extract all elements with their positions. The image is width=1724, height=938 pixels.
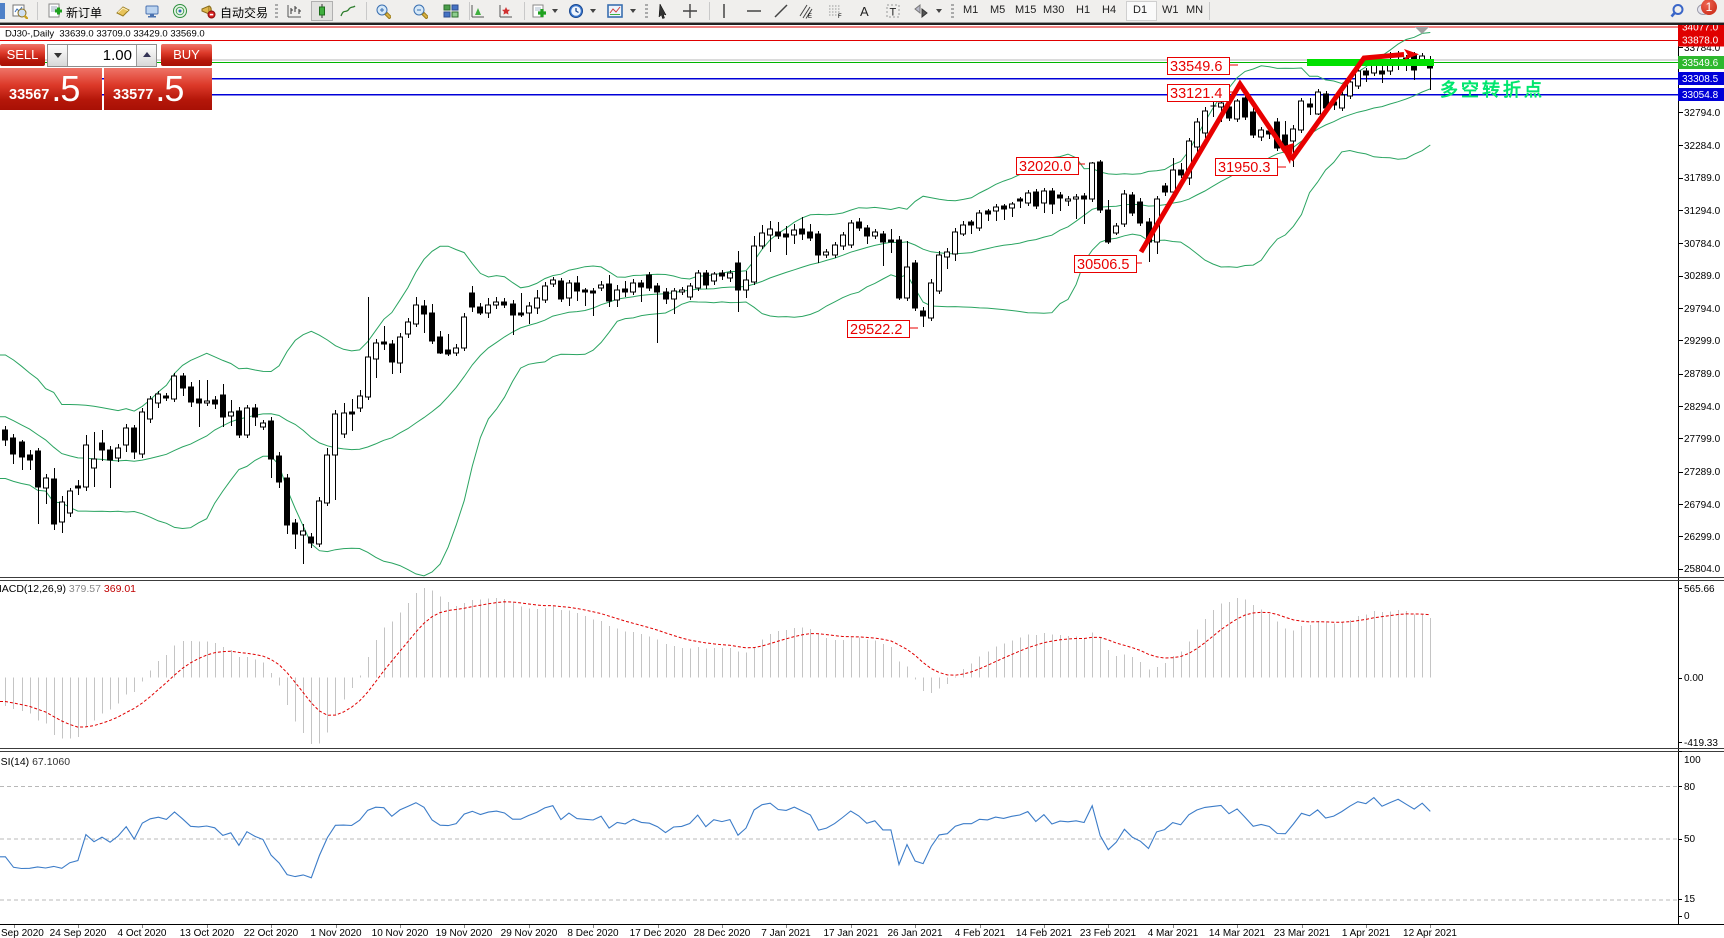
svg-text:80: 80 (1684, 782, 1696, 793)
svg-text:34077.0: 34077.0 (1682, 23, 1719, 34)
svg-text:26794.0: 26794.0 (1684, 500, 1721, 511)
svg-text:0.00: 0.00 (1684, 673, 1704, 684)
svg-text:29522.2: 29522.2 (850, 322, 902, 338)
svg-text:1 Apr 2021: 1 Apr 2021 (1342, 928, 1391, 938)
svg-text:32020.0: 32020.0 (1019, 159, 1071, 175)
svg-text:30289.0: 30289.0 (1684, 271, 1721, 282)
svg-text:33549.6: 33549.6 (1170, 59, 1222, 75)
svg-text:23 Feb 2021: 23 Feb 2021 (1080, 928, 1137, 938)
svg-text:MACD(12,26,9) 379.57 369.01: MACD(12,26,9) 379.57 369.01 (0, 583, 136, 595)
svg-text:50: 50 (1684, 834, 1696, 845)
svg-text:E: E (808, 14, 812, 19)
svg-text:Sep 2020: Sep 2020 (1, 928, 44, 938)
svg-text:26 Jan 2021: 26 Jan 2021 (887, 928, 942, 938)
svg-text:28789.0: 28789.0 (1684, 369, 1721, 380)
svg-text:4 Mar 2021: 4 Mar 2021 (1148, 928, 1199, 938)
svg-text:33121.4: 33121.4 (1170, 86, 1222, 102)
svg-text:565.66: 565.66 (1684, 584, 1715, 595)
svg-text:F: F (838, 14, 842, 19)
svg-text:8 Dec 2020: 8 Dec 2020 (567, 928, 619, 938)
svg-text:30784.0: 30784.0 (1684, 239, 1721, 250)
svg-text:T: T (890, 7, 897, 19)
svg-text:13 Oct 2020: 13 Oct 2020 (180, 928, 235, 938)
svg-text:-419.33: -419.33 (1684, 738, 1718, 749)
svg-text:25804.0: 25804.0 (1684, 564, 1721, 575)
svg-text:32284.0: 32284.0 (1684, 141, 1721, 152)
svg-text:24 Sep 2020: 24 Sep 2020 (50, 928, 107, 938)
svg-text:33308.5: 33308.5 (1682, 74, 1719, 85)
svg-text:33549.6: 33549.6 (1682, 58, 1719, 69)
svg-text:26299.0: 26299.0 (1684, 532, 1721, 543)
svg-text:1 Nov 2020: 1 Nov 2020 (310, 928, 362, 938)
svg-text:33878.0: 33878.0 (1682, 36, 1719, 47)
svg-text:14 Feb 2021: 14 Feb 2021 (1016, 928, 1073, 938)
svg-text:A: A (860, 4, 869, 19)
svg-text:33784.0: 33784.0 (1684, 43, 1721, 54)
svg-text:17 Jan 2021: 17 Jan 2021 (823, 928, 878, 938)
svg-text:22 Oct 2020: 22 Oct 2020 (244, 928, 299, 938)
svg-text:31950.3: 31950.3 (1218, 160, 1270, 176)
svg-text:28 Dec 2020: 28 Dec 2020 (694, 928, 751, 938)
svg-text:多空转折点: 多空转折点 (1440, 79, 1545, 100)
svg-text:4 Oct 2020: 4 Oct 2020 (118, 928, 167, 938)
svg-text:15: 15 (1684, 894, 1696, 905)
svg-text:DJ30-,Daily 33639.0 33709.0 3: DJ30-,Daily 33639.0 33709.0 33429.0 3356… (5, 29, 205, 40)
svg-text:27289.0: 27289.0 (1684, 467, 1721, 478)
svg-text:32794.0: 32794.0 (1684, 108, 1721, 119)
svg-text:4 Feb 2021: 4 Feb 2021 (955, 928, 1006, 938)
svg-text:33054.8: 33054.8 (1682, 90, 1719, 101)
svg-text:19 Nov 2020: 19 Nov 2020 (436, 928, 493, 938)
svg-text:7 Jan 2021: 7 Jan 2021 (761, 928, 811, 938)
svg-text:100: 100 (1684, 755, 1701, 766)
svg-text:29 Nov 2020: 29 Nov 2020 (501, 928, 558, 938)
svg-text:28294.0: 28294.0 (1684, 402, 1721, 413)
svg-text:27799.0: 27799.0 (1684, 434, 1721, 445)
svg-text:17 Dec 2020: 17 Dec 2020 (630, 928, 687, 938)
svg-text:RSI(14) 67.1060: RSI(14) 67.1060 (0, 756, 70, 768)
svg-text:23 Mar 2021: 23 Mar 2021 (1274, 928, 1331, 938)
svg-text:31294.0: 31294.0 (1684, 206, 1721, 217)
svg-text:30506.5: 30506.5 (1077, 257, 1129, 273)
svg-text:12 Apr 2021: 12 Apr 2021 (1403, 928, 1457, 938)
svg-text:31789.0: 31789.0 (1684, 173, 1721, 184)
svg-text:0: 0 (1684, 911, 1690, 922)
svg-text:29299.0: 29299.0 (1684, 336, 1721, 347)
svg-text:14 Mar 2021: 14 Mar 2021 (1209, 928, 1266, 938)
svg-text:10 Nov 2020: 10 Nov 2020 (372, 928, 429, 938)
svg-text:29794.0: 29794.0 (1684, 304, 1721, 315)
